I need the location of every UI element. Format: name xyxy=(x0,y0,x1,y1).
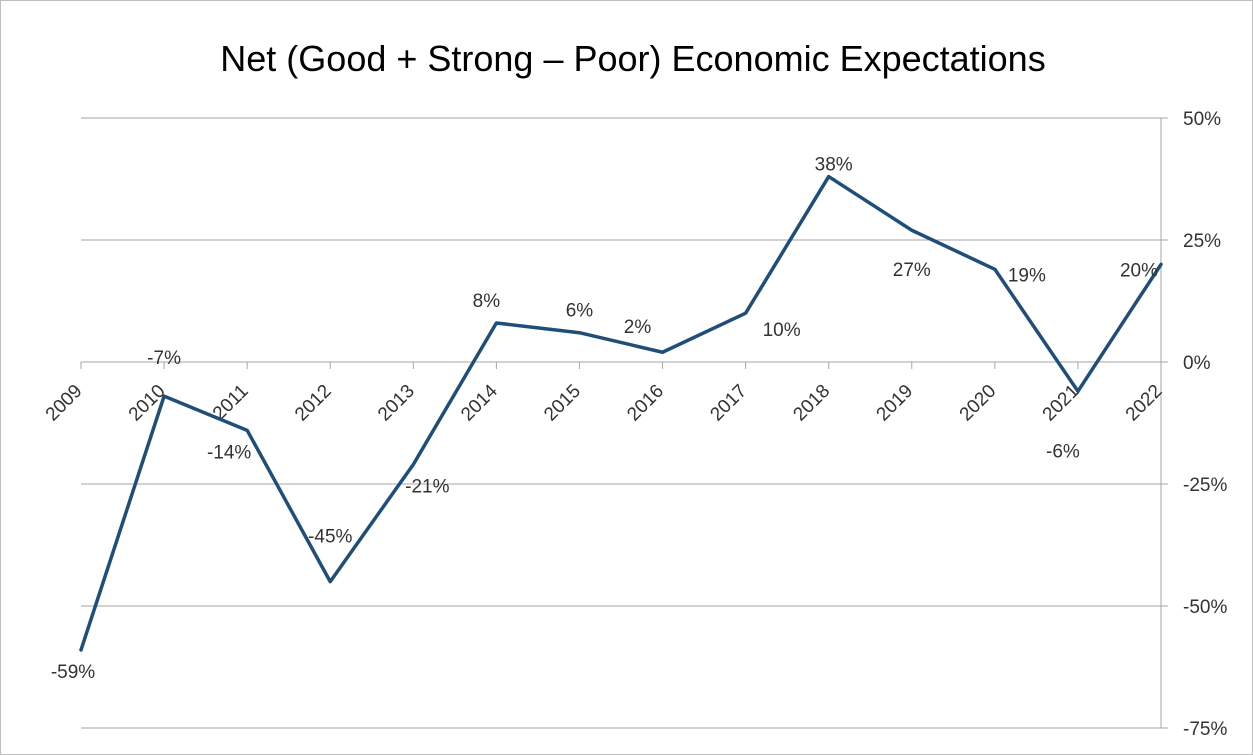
x-tick-label: 2022 xyxy=(1122,381,1167,426)
x-tick-label: 2015 xyxy=(540,381,585,426)
x-tick-label: 2020 xyxy=(956,381,1001,426)
x-tick-label: 2016 xyxy=(623,381,668,426)
data-label: -6% xyxy=(1046,441,1080,462)
data-label: -14% xyxy=(207,442,251,463)
data-label: -7% xyxy=(147,348,181,369)
chart-title: Net (Good + Strong – Poor) Economic Expe… xyxy=(220,38,1045,79)
data-label: 38% xyxy=(815,155,853,176)
y-tick-label: 0% xyxy=(1183,353,1211,374)
y-tick-label: -75% xyxy=(1183,719,1227,740)
x-tick-label: 2013 xyxy=(374,381,419,426)
y-tick-label: 50% xyxy=(1183,109,1221,130)
data-label: 8% xyxy=(473,291,501,312)
data-label: -59% xyxy=(51,662,95,683)
data-label: -45% xyxy=(308,527,352,548)
series-line xyxy=(79,174,1163,652)
data-label: 27% xyxy=(893,260,931,281)
data-label: -21% xyxy=(405,476,449,497)
data-label: 19% xyxy=(1008,265,1046,286)
y-tick-label: -50% xyxy=(1183,597,1227,618)
x-tick-label: 2014 xyxy=(457,380,502,425)
data-label: 2% xyxy=(624,317,652,338)
data-label: 6% xyxy=(566,301,594,322)
y-tick-label: 25% xyxy=(1183,231,1221,252)
x-tick-label: 2019 xyxy=(873,381,918,426)
x-tick-label: 2012 xyxy=(291,381,336,426)
x-tick-label: 2009 xyxy=(42,381,87,426)
x-tick-label: 2018 xyxy=(789,381,834,426)
y-tick-label: -25% xyxy=(1183,475,1227,496)
x-tick-label: 2017 xyxy=(706,381,751,426)
data-label: 10% xyxy=(763,320,801,341)
data-label: 20% xyxy=(1120,260,1158,281)
